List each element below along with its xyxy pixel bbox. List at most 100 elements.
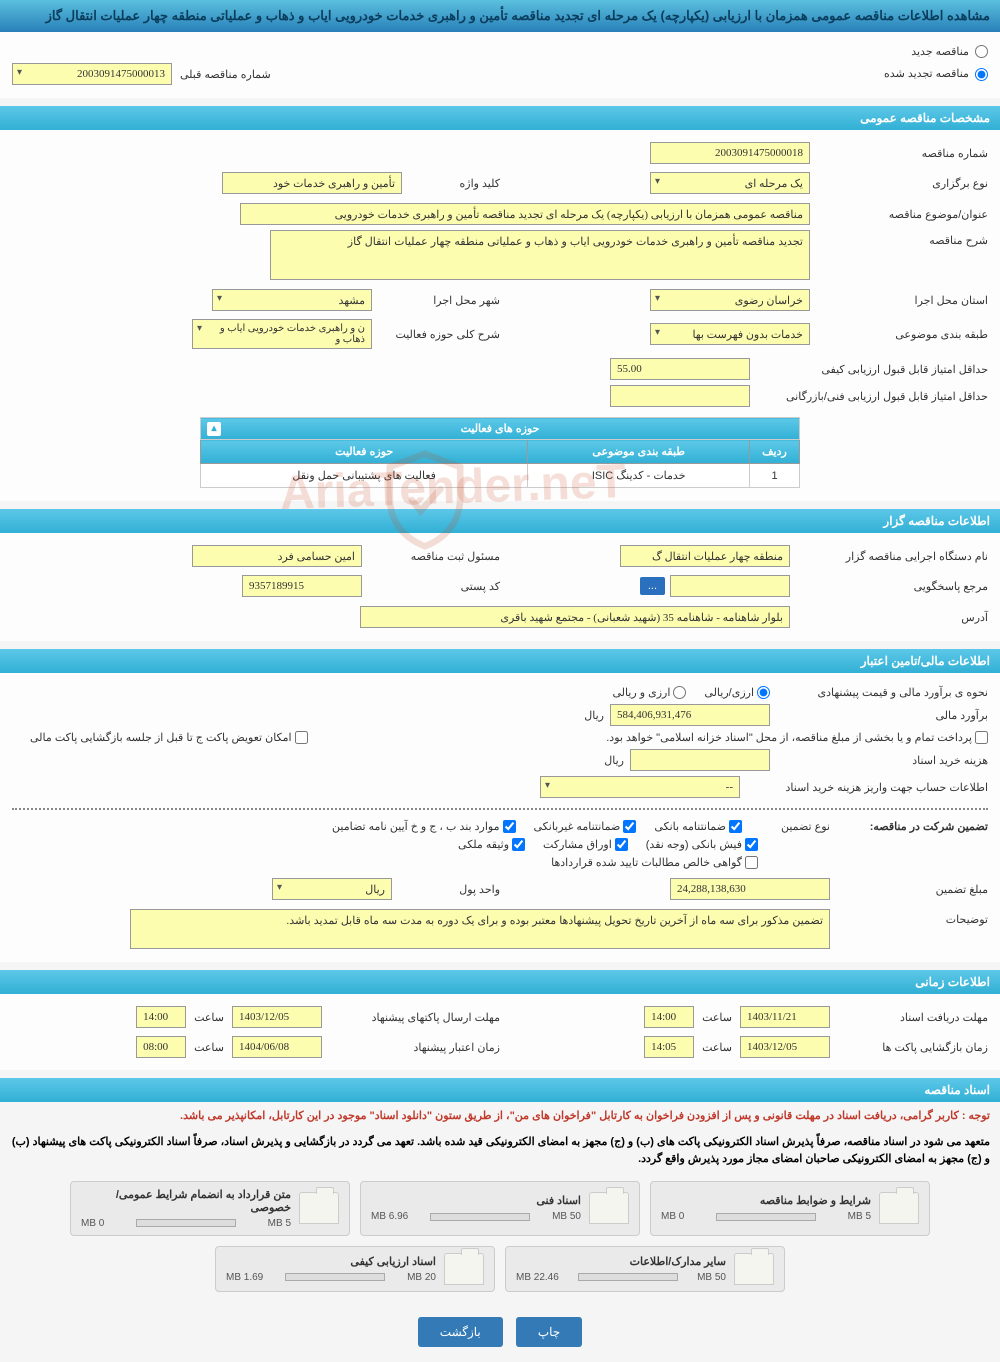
chk-bonds[interactable]: اوراق مشارکت (543, 838, 628, 851)
estimate-label: برآورد مالی (778, 709, 988, 722)
doc-progress (136, 1219, 236, 1227)
province-select[interactable]: خراسان رضوی (650, 289, 810, 311)
min-tech-label: حداقل امتیاز قابل قبول ارزیابی فنی/بازرگ… (758, 390, 988, 403)
chk-claims[interactable]: گواهی خالص مطالبات تایید شده قراردادها (551, 856, 758, 869)
col-row-header: ردیف (750, 440, 800, 464)
doc-panel[interactable]: شرایط و ضوابط مناقصه 5 MB 0 MB (650, 1181, 930, 1236)
address-label: آدرس (798, 611, 988, 624)
doc-total: 5 MB (848, 1211, 871, 1222)
time-label-4: ساعت (194, 1041, 224, 1054)
tender-number-label: شماره مناقصه (818, 147, 988, 160)
validity-date[interactable]: 1404/06/08 (232, 1036, 322, 1058)
opening-label: زمان بازگشایی پاکت ها (838, 1041, 988, 1054)
validity-label: زمان اعتبار پیشنهاد (330, 1041, 500, 1054)
activity-desc-select[interactable]: ن و راهبری خدمات خودرویی ایاب و ذهاب و (192, 319, 372, 349)
doc-deadline-date[interactable]: 1403/11/21 (740, 1006, 830, 1028)
estimate-method-label: نحوه ی برآورد مالی و قیمت پیشنهادی (778, 686, 988, 699)
guarantee-amount-field[interactable]: 24,288,138,630 (670, 878, 830, 900)
postal-label: کد پستی (370, 580, 500, 593)
currency-rial-label-2: ریال (604, 754, 624, 767)
address-field[interactable]: بلوار شاهنامه - شاهنامه 35 (شهید شعبانی)… (360, 606, 790, 628)
registrar-label: مسئول ثبت مناقصه (370, 550, 500, 563)
min-tech-field[interactable] (610, 385, 750, 407)
folder-icon (444, 1253, 484, 1285)
registrar-field: امین حسامی فرد (192, 545, 362, 567)
doc-panel[interactable]: متن قرارداد به انضمام شرایط عمومی/خصوصی5… (70, 1181, 350, 1236)
opening-time[interactable]: 14:05 (644, 1036, 694, 1058)
postal-field[interactable]: 9357189915 (242, 575, 362, 597)
payment-note-checkbox[interactable]: پرداخت تمام و یا بخشی از مبلغ مناقصه، از… (606, 731, 988, 744)
radio-currency-rial[interactable]: ارزی/ریالی (704, 686, 770, 699)
response-ref-field[interactable] (670, 575, 790, 597)
doc-used: 22.46 MB (516, 1272, 559, 1283)
guarantee-type-label: نوع تضمین (750, 820, 830, 833)
doc-title: شرایط و ضوابط مناقصه (661, 1194, 871, 1207)
collapse-icon[interactable]: ▴ (207, 422, 221, 436)
chk-bank-guarantee[interactable]: ضمانتنامه بانکی (654, 820, 742, 833)
envelope-swap-checkbox[interactable]: امکان تعویض پاکت ج تا قبل از جلسه بازگشا… (30, 731, 308, 744)
description-textarea[interactable]: تجدید مناقصه تأمین و راهبری خدمات خودروی… (270, 230, 810, 280)
folder-icon (299, 1192, 339, 1224)
folder-icon (589, 1192, 629, 1224)
exec-org-label: نام دستگاه اجرایی مناقصه گزار (798, 550, 988, 563)
account-info-select[interactable]: -- (540, 776, 740, 798)
back-button[interactable]: بازگشت (418, 1317, 503, 1347)
min-quality-field[interactable]: 55.00 (610, 358, 750, 380)
folder-icon (879, 1192, 919, 1224)
radio-new-tender[interactable]: مناقصه جدید (911, 45, 988, 59)
prev-number-field[interactable]: 2003091475000013 (12, 63, 172, 85)
chk-nonbank-guarantee[interactable]: ضمانتنامه غیربانکی (534, 820, 637, 833)
doc-panels-container: شرایط و ضوابط مناقصه 5 MB 0 MB اسناد فنی 50 … (0, 1171, 1000, 1302)
doc-purchase-field[interactable] (630, 749, 770, 771)
cell-domain: فعالیت های پشتیبانی حمل ونقل (201, 464, 528, 488)
doc-panel[interactable]: اسناد فنی 50 MB 6.96 MB (360, 1181, 640, 1236)
section-holder-header: اطلاعات مناقصه گزار (0, 509, 1000, 533)
subject-field[interactable]: مناقصه عمومی همزمان با ارزیابی (یکپارچه)… (240, 203, 810, 225)
doc-deadline-label: مهلت دریافت اسناد (838, 1011, 988, 1024)
notice-line-2: متعهد می شود در اسناد مناقصه، صرفاً پذیر… (0, 1132, 1000, 1171)
keyword-field[interactable]: تأمین و راهبری خدمات خود (222, 172, 402, 194)
submit-deadline-time[interactable]: 14:00 (136, 1006, 186, 1028)
doc-used: 0 MB (81, 1218, 104, 1229)
activity-desc-label: شرح کلی حوزه فعالیت (380, 328, 500, 341)
hold-type-select[interactable]: یک مرحله ای (650, 172, 810, 194)
chk-property[interactable]: وثیقه ملکی (458, 838, 525, 851)
cell-idx: 1 (750, 464, 800, 488)
city-select[interactable]: مشهد (212, 289, 372, 311)
opening-date[interactable]: 1403/12/05 (740, 1036, 830, 1058)
participate-label: تضمین شرکت در مناقصه: (838, 820, 988, 833)
doc-panel[interactable]: اسناد ارزیابی کیفی20 MB1.69 MB (215, 1246, 495, 1292)
radio-renewed-tender[interactable]: مناقصه تجدید شده (884, 67, 988, 81)
doc-deadline-time[interactable]: 14:00 (644, 1006, 694, 1028)
chk-bank-receipt[interactable]: فیش بانکی (وجه نقد) (646, 838, 758, 851)
guarantee-amount-label: مبلغ تضمین (838, 883, 988, 896)
doc-title: سایر مدارک/اطلاعات (516, 1255, 726, 1268)
folder-icon (734, 1253, 774, 1285)
section-timing-header: اطلاعات زمانی (0, 970, 1000, 994)
keyword-label: کلید واژه (410, 177, 500, 190)
doc-total: 20 MB (407, 1272, 436, 1283)
doc-used: 0 MB (661, 1211, 684, 1222)
section-financial-header: اطلاعات مالی/تامین اعتبار (0, 649, 1000, 673)
guarantee-note-textarea[interactable]: تضمین مذکور برای سه ماه از آخرین تاریخ ت… (130, 909, 830, 949)
print-button[interactable]: چاپ (516, 1317, 582, 1347)
activity-table-title: حوزه های فعالیت▴ (201, 418, 800, 440)
estimate-field[interactable]: 584,406,931,476 (610, 704, 770, 726)
doc-used: 6.96 MB (371, 1211, 408, 1222)
guarantee-note-label: توضیحات (838, 909, 988, 926)
doc-purchase-label: هزینه خرید اسناد (778, 754, 988, 767)
radio-currency-both[interactable]: ارزی و ریالی (612, 686, 686, 699)
submit-deadline-date[interactable]: 1403/12/05 (232, 1006, 322, 1028)
section-documents-header: اسناد مناقصه (0, 1078, 1000, 1102)
validity-time[interactable]: 08:00 (136, 1036, 186, 1058)
more-button[interactable]: ... (640, 577, 665, 595)
chk-items-bpjkh[interactable]: موارد بند ب ، ج و خ آیین نامه تضامین (332, 820, 515, 833)
radio-renewed-label: مناقصه تجدید شده (884, 68, 969, 80)
tender-number-field: 2003091475000018 (650, 142, 810, 164)
doc-title: اسناد فنی (371, 1194, 581, 1207)
doc-total: 50 MB (552, 1211, 581, 1222)
category-select[interactable]: خدمات بدون فهرست بها (650, 323, 810, 345)
currency-unit-select[interactable]: ریال (272, 878, 392, 900)
submit-deadline-label: مهلت ارسال پاکتهای پیشنهاد (330, 1011, 500, 1024)
doc-panel[interactable]: سایر مدارک/اطلاعات50 MB22.46 MB (505, 1246, 785, 1292)
